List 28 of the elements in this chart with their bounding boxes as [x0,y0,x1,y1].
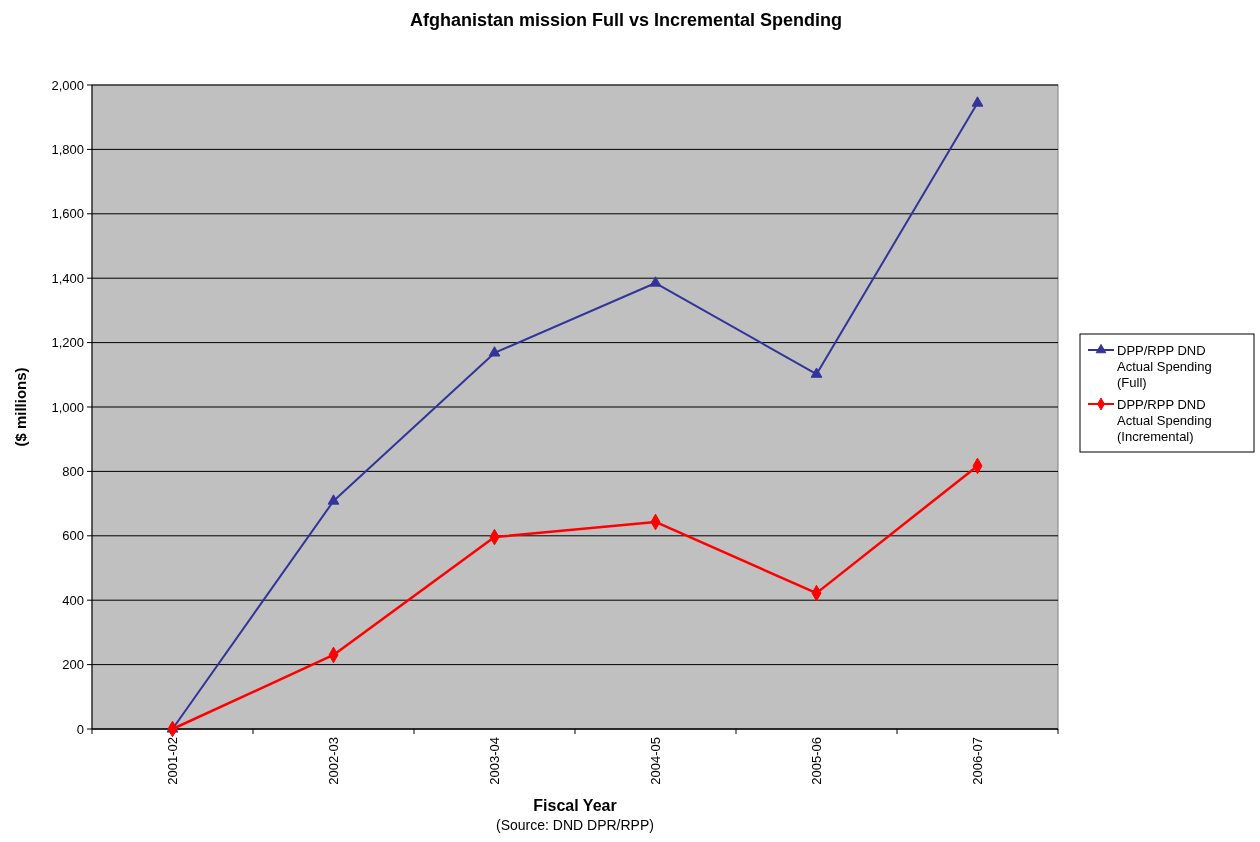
y-tick-label: 200 [62,657,84,673]
x-tick-label: 2005-06 [809,737,825,785]
y-tick-label: 600 [62,528,84,544]
x-tick-label: 2001-02 [165,737,181,785]
point [649,276,662,287]
text: (Source: DND DPR/RPP) [496,817,654,833]
y-tick-label: 0 [76,721,84,737]
point [327,494,340,505]
x-tick-label: 2004-05 [648,737,664,785]
legend-label: DPP/RPP DND Actual Spending (Full) [1117,342,1212,390]
chart-title: Afghanistan mission Full vs Incremental Spending [409,10,843,30]
y-tick-label: 400 [62,592,84,608]
y-tick-label: 1,400 [51,270,84,286]
y-axis-title: ($ millions) [12,367,29,447]
x-tick-label: 2006-07 [970,737,986,785]
y-tick-label: 1,800 [51,141,84,157]
x-tick-label: 2003-04 [487,737,503,785]
y-tick-label: 800 [62,463,84,479]
x-axis-title: Fiscal Year [533,797,617,814]
x-tick-label: 2002-03 [326,737,342,785]
point [488,346,501,357]
point [810,367,823,378]
y-tick-label: 2,000 [51,77,84,93]
y-tick-label: 1,200 [51,335,84,351]
point [971,96,984,107]
legend-label: DPP/RPP DND Actual Spending (Incremental) [1117,396,1212,444]
y-tick-label: 1,600 [51,206,84,222]
y-tick-label: 1,000 [51,399,84,415]
